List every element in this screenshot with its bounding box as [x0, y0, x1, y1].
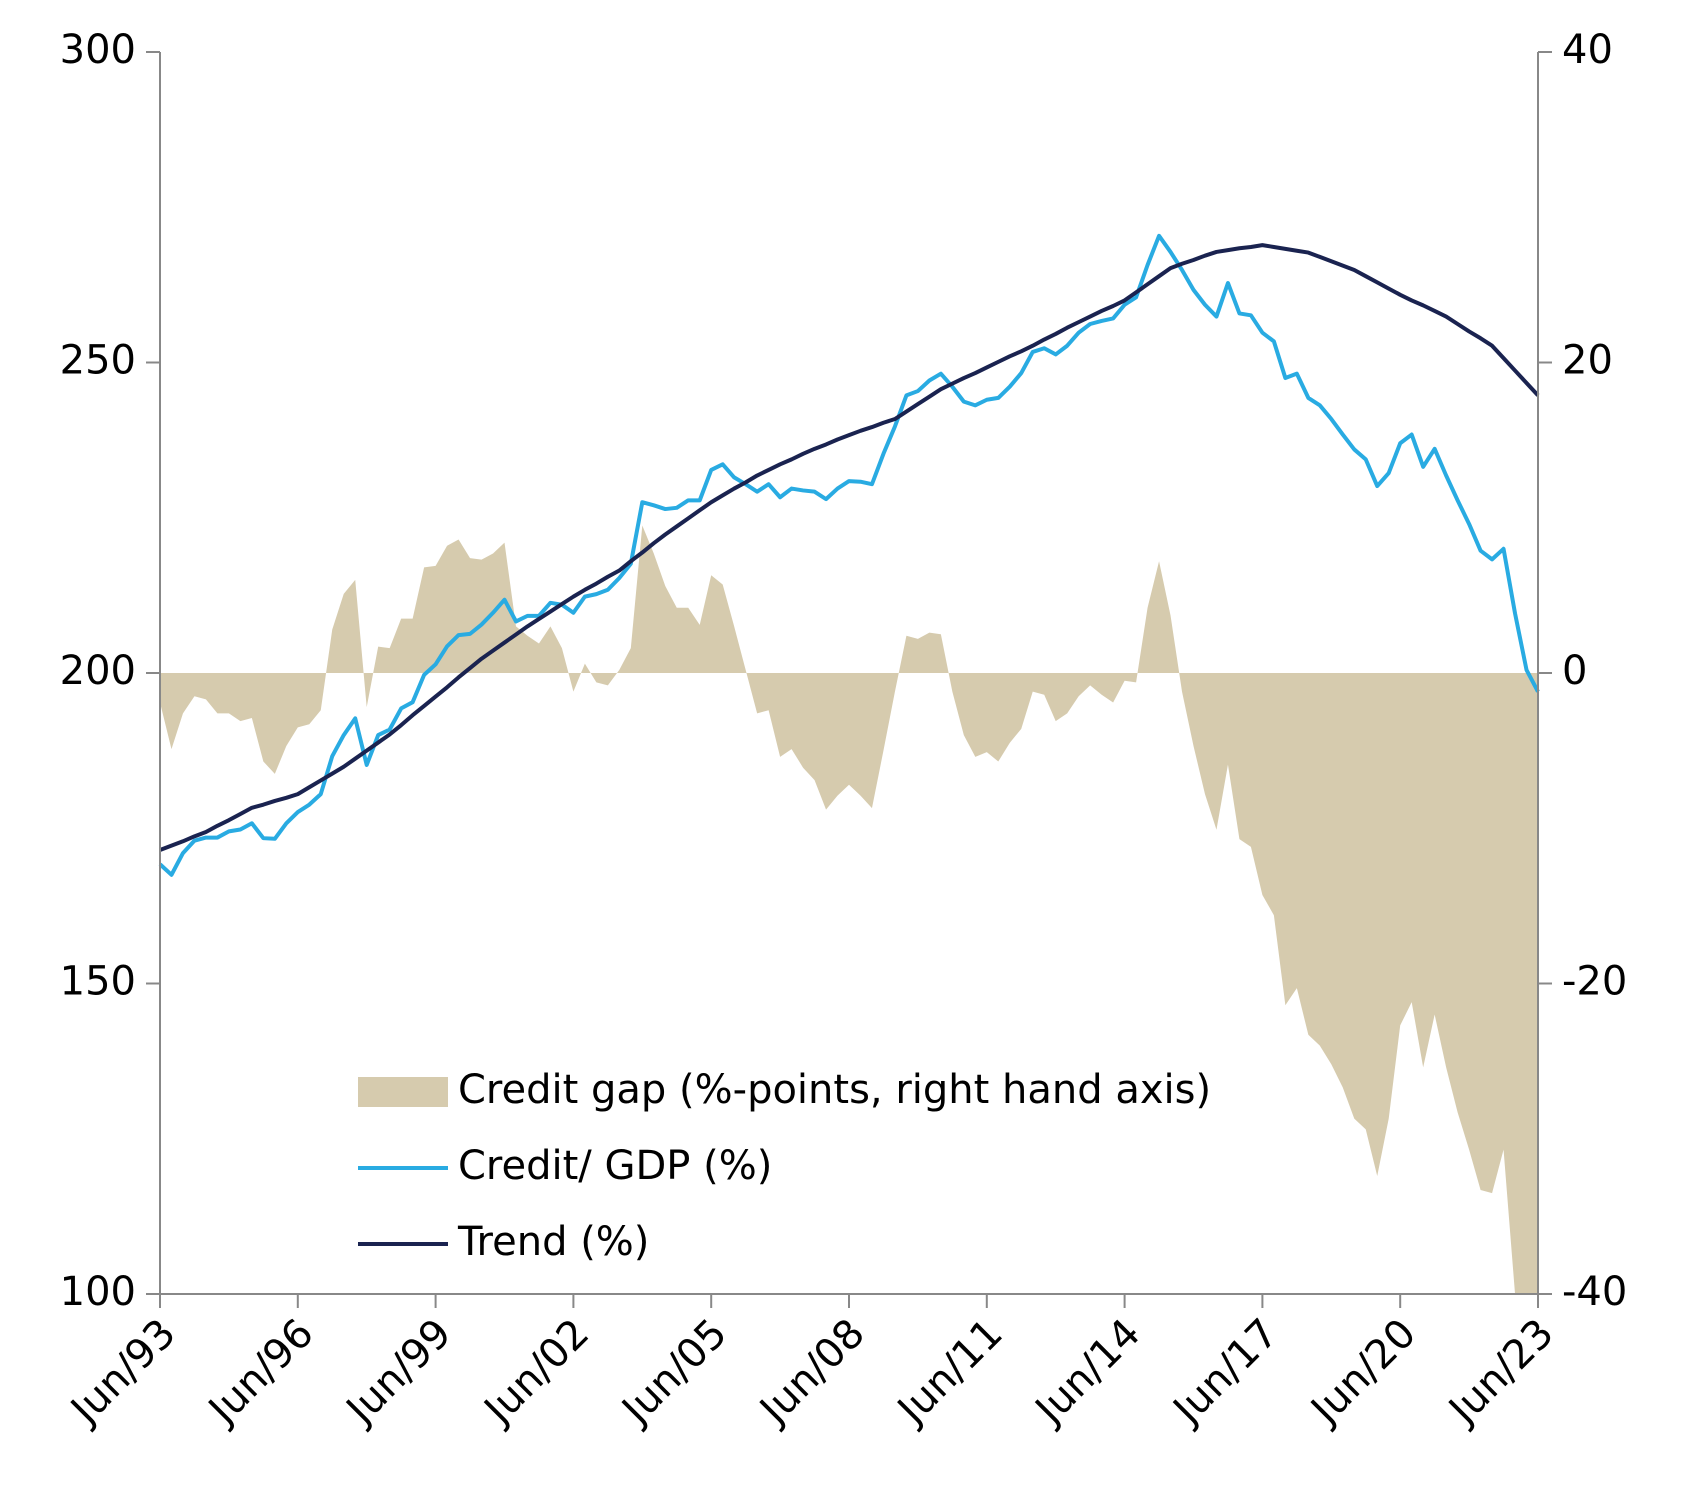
line — [159, 243, 1540, 852]
x-tick-label: Jun/93 — [60, 1310, 184, 1434]
legend-label: Credit gap (%-points, right hand axis) — [458, 1067, 1211, 1113]
y2-tick-label: 0 — [1562, 648, 1587, 694]
x-tick-label: Jun/14 — [1025, 1310, 1149, 1434]
y-tick-label: 250 — [60, 338, 136, 384]
line — [158, 233, 1540, 877]
x-tick-label: Jun/17 — [1163, 1310, 1287, 1434]
x-tick-label: Jun/08 — [749, 1310, 873, 1434]
x-tick-label: Jun/99 — [336, 1310, 460, 1434]
area — [160, 525, 1538, 1294]
y-tick-label: 200 — [60, 648, 136, 694]
x-tick-label: Jun/23 — [1438, 1310, 1562, 1434]
y2-tick-label: -40 — [1562, 1269, 1627, 1315]
x-tick-label: Jun/05 — [612, 1310, 736, 1434]
x-tick-label: Jun/20 — [1301, 1310, 1425, 1434]
legend-label: Trend (%) — [457, 1219, 649, 1265]
legend-swatch — [358, 1077, 448, 1107]
y-tick-label: 150 — [60, 959, 136, 1005]
x-tick-label: Jun/96 — [198, 1310, 322, 1434]
y-tick-label: 300 — [60, 27, 136, 73]
x-tick-label: Jun/11 — [887, 1310, 1011, 1434]
x-tick-label: Jun/02 — [474, 1310, 598, 1434]
legend-label: Credit/ GDP (%) — [458, 1143, 772, 1189]
y2-tick-label: 40 — [1562, 27, 1613, 73]
y-tick-label: 100 — [60, 1269, 136, 1315]
y2-tick-label: 20 — [1562, 338, 1613, 384]
y2-tick-label: -20 — [1562, 959, 1627, 1005]
